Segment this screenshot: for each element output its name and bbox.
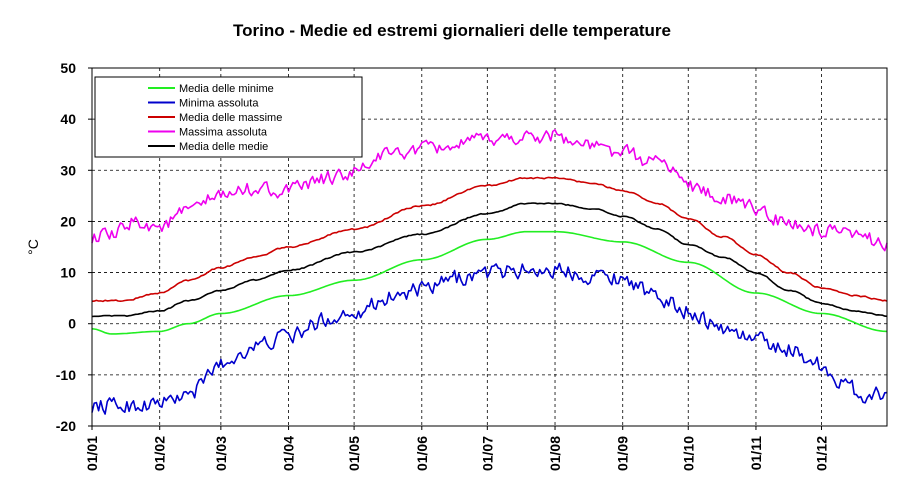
x-tick-label: 01/11 (748, 436, 764, 470)
x-axis: 01/01 01/02 01/03 01/04 01/05 01/06 01/07 01/08… (84, 426, 829, 471)
series-line (91, 262, 888, 415)
x-tick-label: 01/03 (213, 436, 229, 471)
y-tick-label: 20 (60, 213, 76, 229)
y-tick-label: 10 (60, 265, 76, 281)
y-axis: -20 -10 0 10 20 30 40 50 (56, 60, 92, 434)
legend-entry: Minima assoluta (179, 98, 259, 110)
x-tick-label: 01/06 (414, 436, 430, 471)
x-tick-label: 01/05 (346, 436, 362, 471)
series-line (91, 230, 888, 335)
x-tick-label: 01/12 (813, 436, 829, 471)
legend: Media delle minime Minima assoluta Media d… (94, 76, 363, 158)
chart-title: Torino - Medie ed estremi giornalieri de… (233, 21, 671, 40)
x-tick-label: 01/04 (281, 436, 297, 471)
y-tick-label: -10 (56, 367, 76, 383)
series-line (91, 176, 888, 303)
x-tick-label: 01/10 (680, 436, 696, 471)
y-tick-label: 0 (68, 316, 76, 332)
series-layer (91, 129, 888, 415)
series-line (91, 202, 888, 318)
x-tick-label: 01/02 (152, 436, 168, 471)
series-line (91, 129, 888, 252)
legend-entry: Massima assoluta (179, 127, 268, 139)
y-tick-label: 30 (60, 162, 76, 178)
legend-entry: Media delle massime (179, 112, 282, 124)
y-axis-label: °C (25, 239, 41, 255)
legend-entry: Media delle minime (179, 83, 274, 95)
x-tick-label: 01/08 (547, 436, 563, 471)
y-tick-label: 50 (60, 60, 76, 76)
x-tick-label: 01/07 (479, 436, 495, 471)
x-tick-label: 01/01 (84, 436, 100, 471)
y-tick-label: -20 (56, 418, 76, 434)
legend-box (94, 76, 363, 158)
y-tick-label: 40 (60, 111, 76, 127)
legend-entry: Media delle medie (179, 141, 268, 153)
plot-frame (91, 67, 888, 427)
x-tick-label: 01/09 (615, 436, 631, 471)
